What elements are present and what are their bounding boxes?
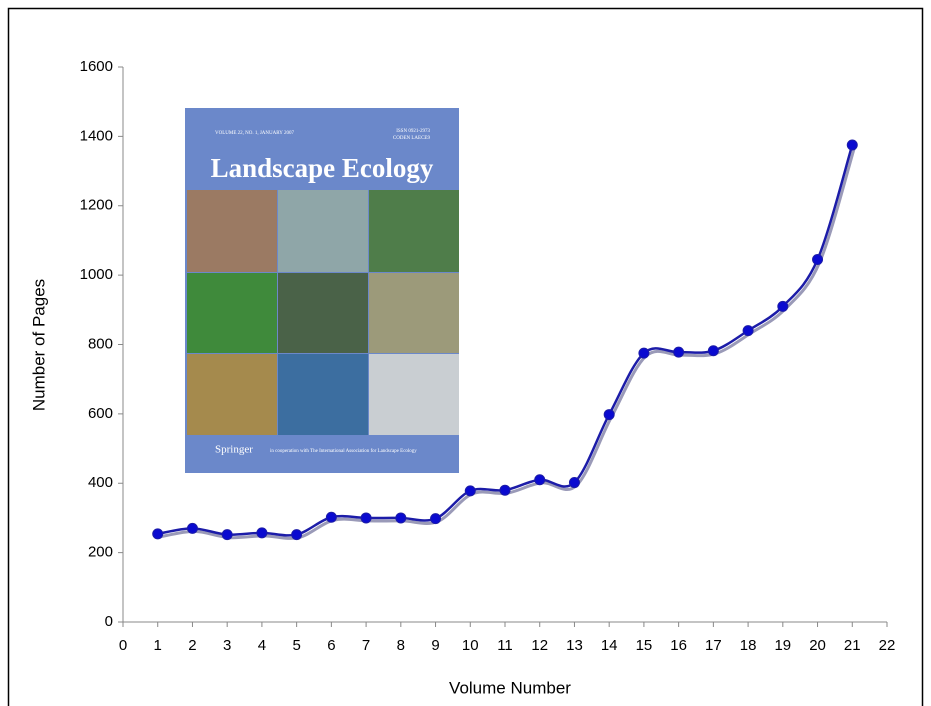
- point: [291, 529, 303, 541]
- x-tick-label: 9: [431, 637, 439, 654]
- y-tick-label: 1000: [80, 266, 113, 283]
- point: [325, 511, 337, 523]
- x-tick-label: 21: [844, 637, 861, 654]
- photo: [278, 354, 368, 435]
- point: [395, 512, 407, 524]
- point: [673, 346, 685, 358]
- x-tick-label: 6: [327, 637, 335, 654]
- point: [152, 528, 164, 540]
- point: [534, 474, 546, 486]
- x-tick-label: 17: [705, 637, 722, 654]
- frame: [7, 7, 924, 706]
- y-tick-label: 800: [88, 335, 113, 352]
- y-axis-label: Number of Pages: [29, 279, 48, 411]
- point: [638, 347, 650, 359]
- x-tick-label: 1: [154, 637, 162, 654]
- x-tick-label: 8: [397, 637, 405, 654]
- photo: [278, 190, 368, 272]
- cover-volume: VOLUME 22, NO. 1, JANUARY 2007: [215, 131, 294, 136]
- point: [568, 477, 580, 489]
- x-tick-label: 15: [636, 637, 653, 654]
- y-tick-label: 1200: [80, 197, 113, 214]
- cover-issn: ISSN 0921-2973: [396, 129, 430, 134]
- x-tick-label: 13: [566, 637, 583, 654]
- cover-publisher: Springer: [215, 444, 253, 456]
- x-tick-label: 7: [362, 637, 370, 654]
- x-tick-label: 3: [223, 637, 231, 654]
- point: [186, 522, 198, 534]
- photo: [187, 273, 277, 353]
- point: [603, 409, 615, 421]
- photo: [369, 190, 459, 272]
- photo: [369, 273, 459, 353]
- photo: [187, 354, 277, 435]
- x-tick-label: 10: [462, 637, 479, 654]
- x-tick-label: 11: [497, 637, 513, 654]
- x-tick-label: 14: [601, 637, 618, 654]
- point: [430, 513, 442, 525]
- cover-title: Landscape Ecology: [211, 153, 434, 183]
- point: [777, 300, 789, 312]
- point: [360, 512, 372, 524]
- point: [742, 325, 754, 337]
- y-tick-label: 0: [105, 613, 113, 630]
- point: [707, 345, 719, 357]
- y-tick-label: 400: [88, 474, 113, 491]
- photo: [187, 190, 277, 272]
- x-tick-label: 20: [809, 637, 826, 654]
- x-tick-label: 2: [188, 637, 196, 654]
- x-tick-label: 19: [774, 637, 791, 654]
- cover-coden: CODEN LAECE9: [393, 136, 431, 141]
- x-tick-label: 12: [531, 637, 548, 654]
- point: [812, 254, 824, 266]
- point: [499, 484, 511, 496]
- x-tick-label: 5: [292, 637, 300, 654]
- x-axis-label: Volume Number: [449, 678, 571, 697]
- photo: [278, 273, 368, 353]
- x-tick-label: 4: [258, 637, 266, 654]
- point: [256, 527, 268, 539]
- y-tick-label: 1400: [80, 127, 113, 144]
- x-tick-label: 18: [740, 637, 757, 654]
- y-tick-label: 1600: [80, 58, 113, 75]
- x-tick-label: 0: [119, 637, 127, 654]
- y-tick-label: 200: [88, 544, 113, 561]
- point: [221, 529, 233, 541]
- x-tick-label: 22: [879, 637, 896, 654]
- y-tick-label: 600: [88, 405, 113, 422]
- cover: VOLUME 22, NO. 1, JANUARY 2007 ISSN 0921…: [185, 108, 459, 473]
- x-tick-label: 16: [670, 637, 687, 654]
- cover-note: in cooperation with The International As…: [270, 449, 417, 454]
- photo: [369, 354, 459, 435]
- point: [464, 485, 476, 497]
- point: [846, 139, 858, 151]
